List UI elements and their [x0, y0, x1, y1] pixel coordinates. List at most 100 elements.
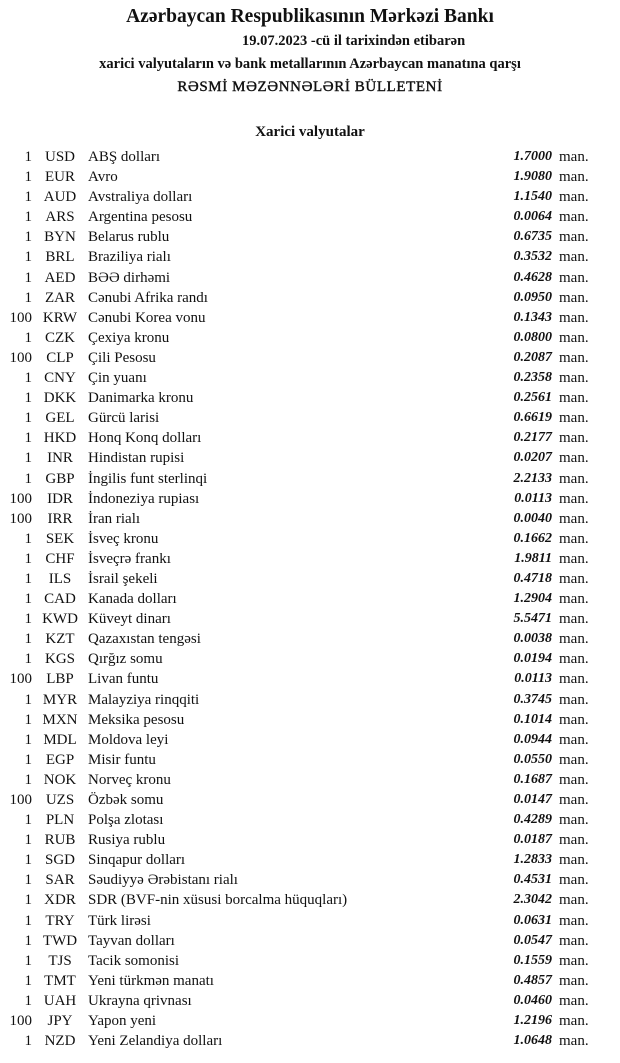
bulletin-title: RƏSMİ MƏZƏNNƏLƏRİ BÜLLETENİ — [177, 79, 443, 95]
currency-name: Belarus rublu — [88, 229, 170, 246]
currency-code: TRY — [45, 912, 75, 929]
currency-unit: man. — [559, 1013, 589, 1030]
currency-code: SAR — [45, 872, 75, 889]
exchange-rate: 0.0460 — [513, 992, 553, 1008]
currency-row: 1 TWD Tayvan dolları 0.0547 man. — [0, 931, 620, 951]
currency-unit: man. — [559, 631, 589, 648]
currency-row: 1 USD ABŞ dolları 1.7000 man. — [0, 147, 620, 167]
currency-row: 100 CLP Çili Pesosu 0.2087 man. — [0, 348, 620, 368]
exchange-rate: 0.4531 — [513, 872, 553, 888]
currency-code: IRR — [47, 510, 73, 527]
exchange-rate: 0.0040 — [513, 510, 553, 526]
currency-code: CNY — [44, 370, 76, 387]
bank-title: Azərbaycan Respublikasının Mərkəzi Bankı — [126, 6, 494, 27]
currency-row: 1 EGP Misir funtu 0.0550 man. — [0, 750, 620, 770]
currency-code: PLN — [45, 812, 75, 829]
currency-unit: man. — [559, 349, 589, 366]
currency-amount: 1 — [24, 149, 33, 165]
subtitle: xarici valyutaların və bank metallarının… — [99, 56, 521, 72]
currency-unit: man. — [559, 189, 589, 206]
currency-row: 1 TRY Türk lirəsi 0.0631 man. — [0, 911, 620, 931]
currency-amount: 1 — [24, 530, 33, 547]
currency-name: Yeni Zelandiya dolları — [88, 1033, 223, 1050]
currency-amount: 1 — [24, 329, 33, 346]
currency-unit: man. — [559, 329, 589, 346]
currency-name: Misir funtu — [88, 751, 156, 768]
currency-name: Hindistan rupisi — [88, 450, 185, 467]
currency-row: 1 BYN Belarus rublu 0.6735 man. — [0, 227, 620, 247]
currency-name: İsveçrə frankı — [88, 550, 171, 567]
currency-amount: 100 — [9, 510, 33, 527]
exchange-rate: 0.1662 — [513, 530, 553, 546]
currency-unit: man. — [559, 510, 589, 527]
currency-row: 1 EUR Avro 1.9080 man. — [0, 167, 620, 187]
currency-code: SGD — [44, 852, 75, 869]
currency-unit: man. — [559, 530, 589, 547]
exchange-rate: 1.9080 — [513, 169, 553, 185]
currency-unit: man. — [559, 450, 589, 467]
currency-name: Avro — [88, 169, 118, 186]
currency-unit: man. — [559, 570, 589, 587]
currency-code: SEK — [45, 530, 75, 547]
exchange-rate: 0.0064 — [513, 209, 553, 225]
currency-unit: man. — [559, 852, 589, 869]
currency-row: 1 CNY Çin yuanı 0.2358 man. — [0, 368, 620, 388]
currency-unit: man. — [559, 309, 589, 326]
currency-amount: 1 — [24, 751, 33, 768]
exchange-rate: 0.1014 — [513, 711, 553, 727]
currency-amount: 1 — [24, 611, 33, 628]
currency-code: BRL — [45, 249, 75, 266]
currency-row: 1 CHF İsveçrə frankı 1.9811 man. — [0, 549, 620, 569]
currency-amount: 100 — [9, 1013, 33, 1030]
currency-row: 1 SAR Səudiyyə Ərəbistanı rialı 0.4531 man. — [0, 870, 620, 890]
section-title: Xarici valyutalar — [255, 124, 365, 140]
currency-unit: man. — [559, 490, 589, 507]
currency-amount: 1 — [24, 169, 33, 186]
currency-amount: 1 — [24, 952, 33, 969]
currency-name: Norveç kronu — [88, 771, 171, 788]
currency-unit: man. — [559, 149, 589, 165]
exchange-rate: 0.4289 — [513, 812, 553, 828]
exchange-rate: 0.3532 — [513, 249, 553, 265]
exchange-rate: 2.3042 — [513, 892, 553, 908]
currency-unit: man. — [559, 229, 589, 246]
currency-unit: man. — [559, 932, 589, 949]
exchange-rate: 0.4718 — [513, 570, 553, 586]
exchange-rate: 0.4628 — [513, 269, 553, 285]
currency-amount: 1 — [24, 912, 33, 929]
currency-name: Cənubi Afrika randı — [88, 289, 208, 306]
exchange-rate: 0.0207 — [513, 450, 553, 466]
currency-row: 100 LBP Livan funtu 0.0113 man. — [0, 669, 620, 689]
currency-amount: 1 — [24, 570, 33, 587]
currency-amount: 1 — [24, 872, 33, 889]
currency-row: 1 AUD Avstraliya dolları 1.1540 man. — [0, 187, 620, 207]
currency-code: KGS — [44, 651, 75, 668]
currency-amount: 1 — [24, 189, 33, 206]
currency-amount: 1 — [24, 691, 33, 708]
currency-name: Livan funtu — [88, 671, 159, 688]
currency-name: Avstraliya dolları — [88, 189, 193, 206]
exchange-rate: 2.2133 — [513, 470, 553, 486]
currency-unit: man. — [559, 792, 589, 808]
currency-amount: 1 — [24, 972, 33, 989]
currency-row: 1 TMT Yeni türkmən manatı 0.4857 man. — [0, 971, 620, 991]
currency-amount: 1 — [24, 289, 33, 306]
currency-unit: man. — [559, 751, 589, 768]
currency-name: Çin yuanı — [88, 370, 147, 387]
exchange-rate: 0.0631 — [513, 912, 553, 928]
exchange-rate: 0.0550 — [513, 751, 553, 767]
currency-code: BYN — [44, 229, 76, 246]
currency-row: 100 IRR İran rialı 0.0040 man. — [0, 509, 620, 529]
currency-unit: man. — [559, 912, 589, 929]
exchange-rate: 1.9811 — [514, 550, 552, 566]
currency-code: CLP — [46, 349, 74, 366]
currency-code: KWD — [42, 611, 78, 628]
currency-unit: man. — [559, 711, 589, 728]
currency-amount: 100 — [9, 309, 33, 326]
exchange-rate: 0.0944 — [513, 731, 553, 747]
currency-amount: 1 — [24, 430, 33, 447]
currency-code: JPY — [47, 1013, 73, 1030]
currency-row: 1 UAH Ukrayna qrivnası 0.0460 man. — [0, 991, 620, 1011]
currency-unit: man. — [559, 952, 589, 969]
date-line: 19.07.2023 -cü il tarixindən etibarən — [242, 33, 466, 49]
